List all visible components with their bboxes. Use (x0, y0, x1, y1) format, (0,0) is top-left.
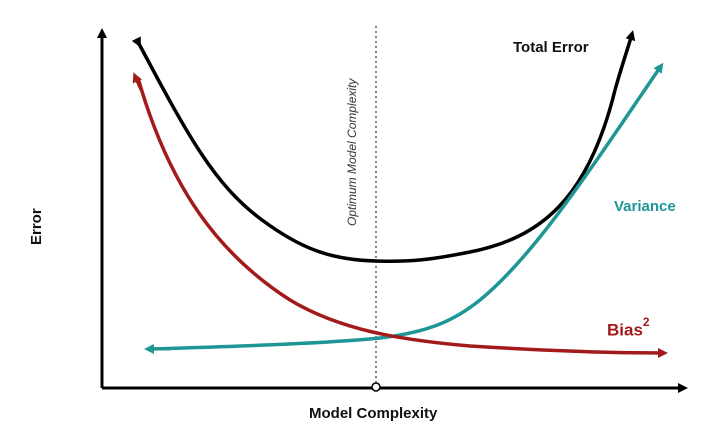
total-error-label: Total Error (513, 39, 589, 56)
x-axis-label: Model Complexity (309, 405, 438, 422)
variance-label: Variance (614, 198, 676, 215)
bias-label: Bias2 (607, 315, 650, 341)
y-axis-label: Error (28, 208, 45, 245)
optimum-marker (371, 382, 381, 392)
total-error-curve (135, 39, 617, 263)
optimum-complexity-label: Optimum Model Complexity (345, 78, 359, 226)
variance-curve (149, 62, 664, 351)
bias-curve-left-end (132, 72, 143, 91)
total-error-curve-left-end (131, 36, 141, 48)
bias-label-text: Bias (607, 320, 643, 340)
total-error-curve-right-end (613, 30, 636, 91)
bias-label-superscript: 2 (642, 315, 650, 329)
bias-curve (136, 77, 668, 358)
